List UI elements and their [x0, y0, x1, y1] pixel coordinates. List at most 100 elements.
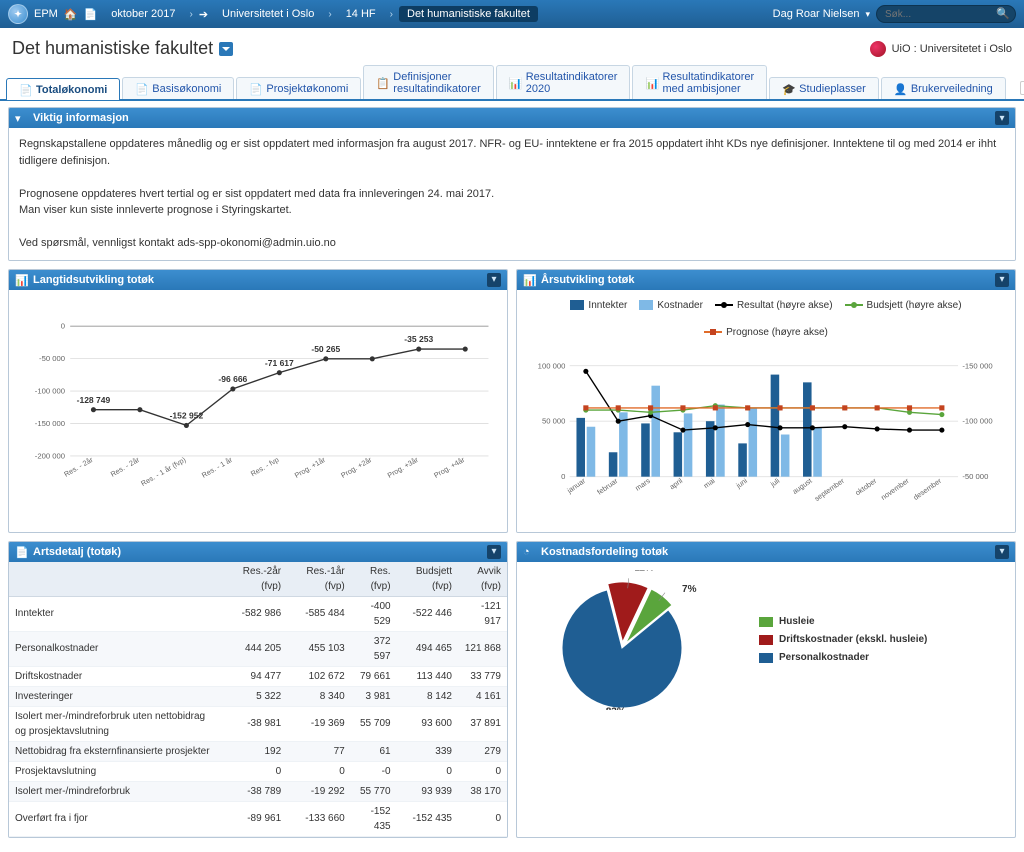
svg-text:7%: 7% — [682, 584, 697, 595]
triangle-down-icon[interactable]: ▾ — [15, 112, 27, 124]
user-name[interactable]: Dag Roar Nielsen — [773, 8, 860, 20]
crumb-faculty-code[interactable]: 14 HF — [338, 6, 384, 22]
artsdetalj-table: Res.-2år (fvp)Res.-1år (fvp)Res. (fvp)Bu… — [9, 562, 507, 837]
svg-text:desember: desember — [911, 475, 943, 501]
col-header: Budsjett (fvp) — [397, 562, 458, 597]
svg-text:Res. - 1 år (fvp): Res. - 1 år (fvp) — [139, 454, 187, 487]
row-label: Prosjektavslutning — [9, 761, 224, 781]
user-chevron-down-icon[interactable]: ▾ — [865, 9, 870, 20]
tab-icon: 📄 — [135, 83, 147, 95]
cell-value: 79 661 — [351, 666, 397, 686]
topbar: ✦ EPM 🏠 📄 oktober 2017 › ➔ Universitetet… — [0, 0, 1024, 28]
cell-value: 3 981 — [351, 686, 397, 706]
tab-bar: 📄Totaløkonomi 📄 Basisøkonomi 📄Prosjektøkono… — [0, 65, 1024, 101]
legend-item: Resultat (høyre akse) — [715, 298, 833, 313]
chevron-right-icon: › — [328, 9, 331, 20]
add-tab-button[interactable]: + — [1020, 81, 1024, 95]
panel-langtid-title: Langtidsutvikling totøk — [33, 274, 154, 286]
tab-studieplasser[interactable]: 🎓 Studieplasser — [769, 77, 879, 99]
tab-resultatindikatorer-med-ambisjoner[interactable]: 📊Resultatindikatorer med ambisjoner — [632, 65, 767, 99]
panel-kostfordeling-title: Kostnadsfordeling totøk — [541, 546, 668, 558]
cell-value: -121 917 — [458, 596, 507, 631]
pie-legend-item: Husleie — [759, 614, 927, 629]
kostfordeling-pie: 11%7%83% — [527, 570, 747, 710]
tab-brukerveiledning[interactable]: 👤Brukerveiledning — [881, 77, 1006, 99]
tab-icon: 🎓 — [782, 83, 794, 95]
info-p2: Prognosene oppdateres hvert tertial og e… — [19, 186, 1005, 203]
panel-arsutv: 📊 Årsutvikling totøk ▾ InntekterKostnade… — [516, 269, 1016, 533]
tab-label: Definisjoner resultatindikatorer — [393, 71, 480, 95]
cell-value: 93 600 — [397, 706, 458, 741]
page-title-dropdown-icon[interactable] — [219, 42, 233, 56]
svg-text:november: november — [879, 475, 911, 501]
svg-text:juni: juni — [734, 475, 750, 490]
col-header: Res. (fvp) — [351, 562, 397, 597]
svg-text:0: 0 — [561, 472, 565, 481]
svg-text:august: august — [791, 476, 814, 496]
chevron-right-icon: › — [390, 9, 393, 20]
search-icon[interactable]: 🔍 — [996, 7, 1010, 20]
tab-basisøkonomi[interactable]: 📄 Basisøkonomi — [122, 77, 234, 99]
panel-collapse-icon[interactable]: ▾ — [995, 111, 1009, 125]
tab-label: Basisøkonomi — [152, 83, 221, 95]
cell-value: -38 981 — [224, 706, 288, 741]
search-input[interactable] — [876, 5, 1016, 23]
cell-value: -152 435 — [397, 801, 458, 836]
svg-text:Prog. +1år: Prog. +1år — [293, 454, 327, 479]
tab-definisjoner-resultatindikatorer[interactable]: 📋Definisjoner resultatindikatorer — [363, 65, 493, 99]
fwd-icon[interactable]: ➔ — [199, 8, 208, 21]
cell-value: 37 891 — [458, 706, 507, 741]
tab-label: Studieplasser — [799, 83, 866, 95]
crumb-faculty-name[interactable]: Det humanistiske fakultet — [399, 6, 538, 22]
table-row: Investeringer5 3228 3403 9818 1424 161 — [9, 686, 507, 706]
svg-text:Res. - 2år: Res. - 2år — [109, 454, 142, 478]
chevron-right-icon: › — [189, 9, 192, 20]
panel-collapse-icon[interactable]: ▾ — [487, 273, 501, 287]
panel-collapse-icon[interactable]: ▾ — [995, 273, 1009, 287]
tab-prosjektøkonomi[interactable]: 📄Prosjektøkonomi — [236, 77, 361, 99]
org-logo: UiO : Universitetet i Oslo — [870, 41, 1012, 57]
svg-text:50 000: 50 000 — [542, 416, 565, 425]
cell-value: 372 597 — [351, 631, 397, 666]
crumb-university[interactable]: Universitetet i Oslo — [214, 6, 322, 22]
table-row: Prosjektavslutning00-000 — [9, 761, 507, 781]
cell-value: 455 103 — [287, 631, 351, 666]
cell-value: 94 477 — [224, 666, 288, 686]
table-row: Isolert mer-/mindreforbruk-38 789-19 292… — [9, 781, 507, 801]
cell-value: 102 672 — [287, 666, 351, 686]
svg-text:april: april — [668, 475, 685, 490]
cell-value: -19 369 — [287, 706, 351, 741]
tab-label: Brukerveiledning — [911, 83, 993, 95]
table-row: Inntekter-582 986-585 484-400 529-522 44… — [9, 596, 507, 631]
cell-value: 0 — [458, 801, 507, 836]
tab-resultatindikatorer-2020[interactable]: 📊Resultatindikatorer 2020 — [496, 65, 631, 99]
cell-value: 494 465 — [397, 631, 458, 666]
cell-value: 8 340 — [287, 686, 351, 706]
cell-value: -585 484 — [287, 596, 351, 631]
svg-text:Res. - 2år: Res. - 2år — [62, 454, 95, 478]
svg-text:-35 253: -35 253 — [404, 334, 433, 344]
svg-text:-152 952: -152 952 — [170, 410, 204, 420]
svg-text:-50 265: -50 265 — [311, 343, 340, 353]
panel-artsdetalj-title: Artsdetalj (totøk) — [33, 546, 121, 558]
cell-value: 0 — [224, 761, 288, 781]
folder-icon[interactable]: 📄 — [84, 8, 98, 21]
period-selector[interactable]: oktober 2017 — [103, 6, 183, 22]
tab-totaløkonomi[interactable]: 📄Totaløkonomi — [6, 78, 120, 100]
legend-item: Kostnader — [639, 298, 703, 313]
svg-text:september: september — [813, 475, 847, 502]
panel-collapse-icon[interactable]: ▾ — [995, 545, 1009, 559]
cell-value: -522 446 — [397, 596, 458, 631]
col-header: Res.-2år (fvp) — [224, 562, 288, 597]
row-label: Overført fra i fjor — [9, 801, 224, 836]
tab-icon: 📊 — [509, 77, 521, 89]
svg-text:-200 000: -200 000 — [35, 451, 65, 460]
home-icon[interactable]: 🏠 — [64, 8, 78, 21]
row-label: Isolert mer-/mindreforbruk — [9, 781, 224, 801]
pie-legend-item: Driftskostnader (ekskl. husleie) — [759, 632, 927, 647]
panel-artsdetalj: 📄 Artsdetalj (totøk) ▾ Res.-2år (fvp)Res… — [8, 541, 508, 838]
panel-collapse-icon[interactable]: ▾ — [487, 545, 501, 559]
panel-arsutv-title: Årsutvikling totøk — [541, 274, 635, 286]
svg-text:juli: juli — [768, 475, 782, 488]
svg-text:100 000: 100 000 — [538, 361, 566, 370]
